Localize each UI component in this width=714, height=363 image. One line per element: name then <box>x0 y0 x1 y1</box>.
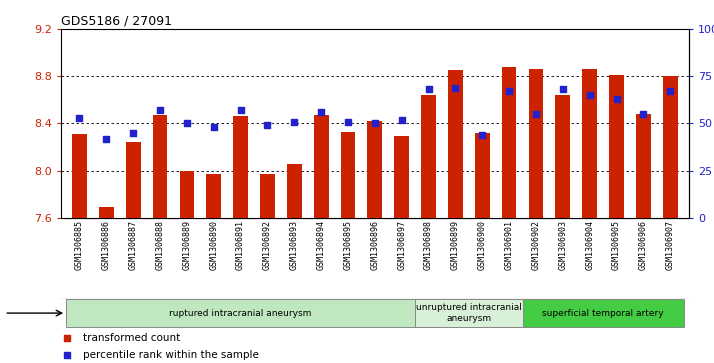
Point <box>74 115 85 121</box>
FancyBboxPatch shape <box>415 299 523 327</box>
Text: GSM1306900: GSM1306900 <box>478 220 487 270</box>
Text: GSM1306894: GSM1306894 <box>316 220 326 270</box>
Bar <box>421 95 436 218</box>
Text: GDS5186 / 27091: GDS5186 / 27091 <box>61 15 171 28</box>
Point <box>61 335 73 341</box>
Point <box>503 89 515 94</box>
Text: GSM1306901: GSM1306901 <box>505 220 513 270</box>
Text: GSM1306906: GSM1306906 <box>639 220 648 270</box>
Point <box>61 352 73 358</box>
Bar <box>313 115 328 218</box>
Text: GSM1306886: GSM1306886 <box>102 220 111 270</box>
Point <box>557 86 568 92</box>
Text: transformed count: transformed count <box>83 333 180 343</box>
Bar <box>153 115 167 218</box>
Bar <box>206 174 221 218</box>
Bar <box>341 132 356 218</box>
Text: GSM1306899: GSM1306899 <box>451 220 460 270</box>
FancyBboxPatch shape <box>66 299 415 327</box>
Point <box>235 107 246 113</box>
Bar <box>663 76 678 218</box>
Text: GSM1306898: GSM1306898 <box>424 220 433 270</box>
Point <box>101 136 112 142</box>
Text: GSM1306903: GSM1306903 <box>558 220 568 270</box>
Bar <box>126 142 141 218</box>
Text: GSM1306892: GSM1306892 <box>263 220 272 270</box>
Text: superficial temporal artery: superficial temporal artery <box>542 309 664 318</box>
Text: GSM1306888: GSM1306888 <box>156 220 164 270</box>
Bar <box>583 69 597 218</box>
Text: GSM1306885: GSM1306885 <box>75 220 84 270</box>
Point <box>181 121 193 126</box>
Bar <box>179 171 194 218</box>
Bar <box>528 69 543 218</box>
Point <box>450 85 461 90</box>
Bar <box>233 116 248 218</box>
Bar <box>448 70 463 218</box>
FancyBboxPatch shape <box>523 299 683 327</box>
Bar <box>287 163 302 218</box>
Bar <box>368 121 382 218</box>
Point <box>476 132 488 138</box>
Text: GSM1306889: GSM1306889 <box>182 220 191 270</box>
Point <box>154 107 166 113</box>
Text: GSM1306887: GSM1306887 <box>129 220 138 270</box>
Text: GSM1306890: GSM1306890 <box>209 220 218 270</box>
Point <box>288 119 300 125</box>
Text: GSM1306895: GSM1306895 <box>343 220 353 270</box>
Text: GSM1306897: GSM1306897 <box>397 220 406 270</box>
Text: GSM1306905: GSM1306905 <box>612 220 621 270</box>
Text: GSM1306907: GSM1306907 <box>665 220 675 270</box>
Point <box>584 92 595 98</box>
Point <box>369 121 381 126</box>
Bar <box>502 67 516 218</box>
Point <box>665 89 676 94</box>
Point <box>531 111 542 117</box>
Bar <box>99 207 114 218</box>
Bar <box>394 136 409 218</box>
Point <box>396 117 408 123</box>
Point <box>262 122 273 128</box>
Point <box>638 111 649 117</box>
Bar <box>555 95 570 218</box>
Point <box>342 119 353 125</box>
Text: percentile rank within the sample: percentile rank within the sample <box>83 350 258 360</box>
Text: unruptured intracranial
aneurysm: unruptured intracranial aneurysm <box>416 303 522 323</box>
Text: GSM1306902: GSM1306902 <box>531 220 540 270</box>
Bar <box>609 75 624 218</box>
Bar <box>260 174 275 218</box>
Text: GSM1306904: GSM1306904 <box>585 220 594 270</box>
Point <box>208 124 219 130</box>
Text: GSM1306896: GSM1306896 <box>371 220 379 270</box>
Bar <box>72 134 87 218</box>
Text: ruptured intracranial aneurysm: ruptured intracranial aneurysm <box>169 309 312 318</box>
Bar <box>475 133 490 218</box>
Point <box>128 130 139 136</box>
Bar <box>636 114 650 218</box>
Point <box>316 109 327 115</box>
Text: GSM1306893: GSM1306893 <box>290 220 298 270</box>
Point <box>423 86 434 92</box>
Text: GSM1306891: GSM1306891 <box>236 220 245 270</box>
Point <box>610 96 622 102</box>
